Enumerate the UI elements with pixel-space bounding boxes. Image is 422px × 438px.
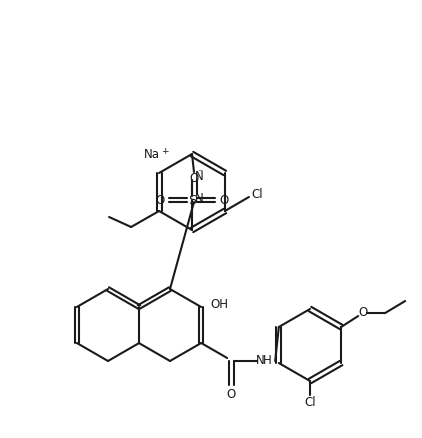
Text: N: N [195, 170, 203, 183]
Text: N: N [195, 191, 203, 205]
Text: +: + [161, 146, 169, 155]
Text: OH: OH [210, 299, 228, 311]
Text: ⁻: ⁻ [197, 168, 203, 178]
Text: H: H [263, 354, 271, 367]
Text: Cl: Cl [304, 396, 316, 410]
Text: O: O [359, 307, 368, 319]
Text: O: O [219, 194, 229, 206]
Text: S: S [188, 194, 196, 206]
Text: Na: Na [144, 148, 160, 162]
Text: Cl: Cl [251, 187, 263, 201]
Text: O: O [189, 172, 199, 184]
Text: N: N [256, 353, 265, 367]
Text: O: O [155, 194, 165, 206]
Text: O: O [227, 389, 236, 402]
